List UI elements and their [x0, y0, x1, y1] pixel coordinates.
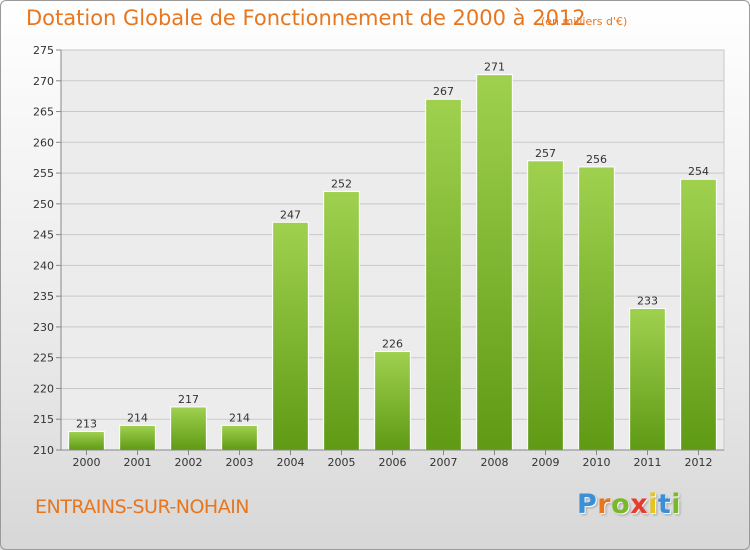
y-axis: 210 215 220 225 230 235 240 245 250 255 260 265 270 2… [33, 44, 62, 457]
value-label-2010: 256 [586, 153, 607, 166]
y-tick-label: 250 [33, 198, 54, 211]
x-tick-label-2009: 2009 [532, 456, 560, 469]
value-label-2011: 233 [637, 294, 658, 307]
value-label-2008: 271 [484, 61, 505, 74]
commune-name: ENTRAINS-SUR-NOHAIN [35, 496, 250, 518]
value-label-2002: 217 [178, 393, 199, 406]
logo-letter: t [657, 489, 672, 520]
bar-2007 [425, 98, 462, 451]
bar-2010 [578, 166, 615, 451]
bar-2011 [629, 307, 666, 451]
bar-2012 [680, 178, 717, 451]
logo-letter: i [671, 489, 682, 520]
x-tick-label-2007: 2007 [430, 456, 458, 469]
bar-2001 [119, 424, 156, 451]
chart-title: Dotation Globale de Fonctionnement de 20… [26, 6, 586, 30]
y-tick-label: 245 [33, 229, 54, 242]
x-tick-label-2011: 2011 [634, 456, 662, 469]
x-tick-label-2000: 2000 [73, 456, 101, 469]
y-tick-label: 235 [33, 290, 54, 303]
chart-unit: (en milliers d'€) [541, 15, 628, 28]
x-tick-label-2001: 2001 [124, 456, 152, 469]
y-tick-label: 260 [33, 136, 54, 149]
value-label-2012: 254 [688, 165, 709, 178]
bar-2003 [221, 424, 258, 451]
y-tick-label: 220 [33, 382, 54, 395]
x-axis: 2000 2001 2002 2003 2004 2005 2006 2007 2008 2009… [61, 449, 724, 469]
value-label-2006: 226 [382, 338, 403, 351]
x-tick-label-2005: 2005 [328, 456, 356, 469]
y-tick-label: 255 [33, 167, 54, 180]
logo-letter: o [611, 489, 631, 520]
y-tick-label: 240 [33, 259, 54, 272]
bar-2006 [374, 351, 411, 451]
bar-2002 [170, 406, 207, 451]
logo-letter: P [577, 489, 598, 520]
value-label-2003: 214 [229, 411, 250, 424]
y-tick-label: 230 [33, 321, 54, 334]
logo-letter: i [648, 489, 658, 520]
y-tick-label: 215 [33, 413, 54, 426]
proxiti-logo: Proxiti [577, 489, 681, 520]
x-tick-label-2012: 2012 [685, 456, 713, 469]
y-tick-label: 270 [33, 75, 54, 88]
bars: 213 214 217 214 247 252 226 267 271 257 256 233 254 [68, 61, 717, 451]
y-tick-label: 265 [33, 106, 54, 119]
value-label-2001: 214 [127, 411, 148, 424]
value-label-2004: 247 [280, 208, 301, 221]
y-tick-label: 225 [33, 352, 54, 365]
y-tick-label: 275 [33, 44, 54, 57]
value-label-2005: 252 [331, 178, 352, 191]
x-tick-label-2008: 2008 [481, 456, 509, 469]
x-tick-label-2006: 2006 [379, 456, 407, 469]
y-tick-label: 210 [33, 444, 54, 457]
bar-2005 [323, 191, 360, 451]
x-tick-label-2003: 2003 [226, 456, 254, 469]
bar-2000 [68, 431, 105, 451]
logo-letter: x [630, 489, 649, 520]
bar-2004 [272, 221, 309, 451]
value-label-2007: 267 [433, 85, 454, 98]
value-label-2009: 257 [535, 147, 556, 160]
logo-letter: r [597, 489, 612, 520]
x-tick-label-2004: 2004 [277, 456, 305, 469]
x-tick-label-2002: 2002 [175, 456, 203, 469]
x-tick-label-2010: 2010 [583, 456, 611, 469]
bar-2009 [527, 160, 564, 451]
bar-2008 [476, 74, 513, 451]
value-label-2000: 213 [76, 418, 97, 431]
